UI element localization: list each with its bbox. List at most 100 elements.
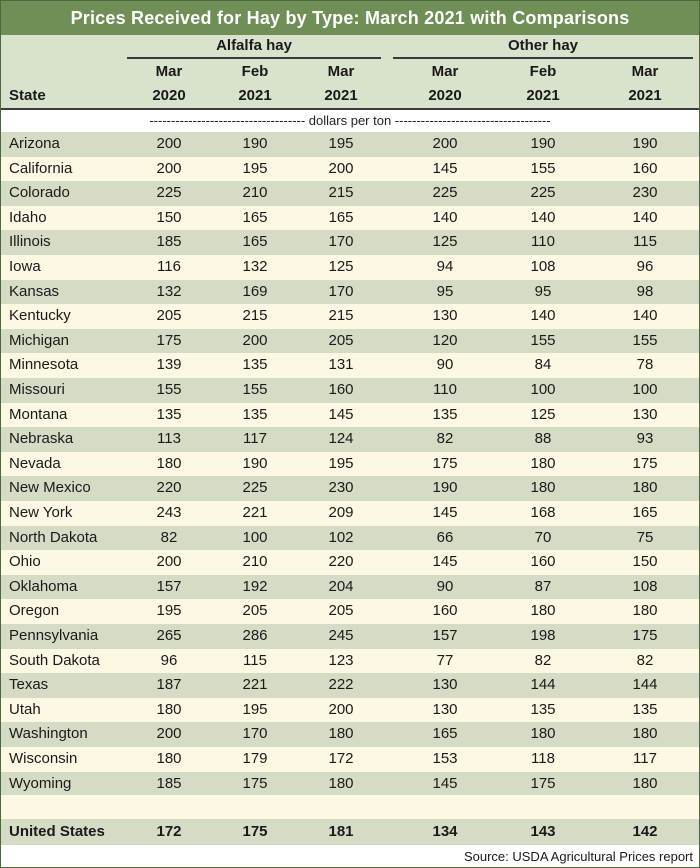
price-cell: 160 [632,159,658,177]
price-cell: 200 [328,700,354,718]
price-cell: 180 [156,454,182,472]
price-cell: 160 [530,553,556,571]
table-row: South Dakota 96 115 123 77 82 82 [1,648,699,674]
price-cell: 215 [328,184,354,202]
price-cell: 145 [432,553,458,571]
price-cell: 155 [156,381,182,398]
price-cell: 90 [436,577,454,595]
price-cell: 200 [432,135,458,152]
price-cell: 245 [328,627,354,644]
price-cell: 135 [156,405,182,423]
price-cell: 94 [436,258,454,275]
price-cell: 170 [328,282,354,300]
total-price-cell: 134 [432,823,458,840]
header-band [1,35,699,109]
price-cell: 135 [242,405,268,423]
state-cell: Michigan [9,331,70,349]
price-cell: 108 [530,258,556,275]
state-cell: Wyoming [9,774,72,792]
total-price-cell: 181 [328,823,354,840]
price-cell: 170 [242,725,268,743]
table-row: Nebraska 113 117 124 82 88 93 [1,427,699,452]
table-title: Prices Received for Hay by Type: March 2… [1,1,699,35]
price-cell: 153 [432,750,458,767]
table-row: Montana 135 135 145 135 125 130 [1,402,699,428]
table-row: Nevada 180 190 195 175 180 175 [1,451,699,477]
state-cell: Nebraska [9,430,74,448]
price-cell: 140 [530,307,556,325]
price-cell: 98 [636,282,654,300]
price-cell: 190 [242,135,268,152]
price-cell: 130 [432,700,458,718]
price-cell: 210 [242,184,268,202]
price-cell: 132 [156,282,182,300]
price-cell: 82 [636,651,654,669]
column-header-top: Feb [241,63,269,80]
table-row: New Mexico 220 225 230 190 180 180 [1,476,699,501]
price-cell: 200 [156,725,182,743]
price-cell: 215 [328,307,354,325]
price-cell: 168 [530,504,556,521]
table-row: Arizona 200 190 195 200 190 190 [1,132,699,157]
price-cell: 144 [530,676,556,694]
price-cell: 117 [243,430,267,448]
state-cell: South Dakota [9,651,100,669]
state-cell: Wisconsin [9,750,78,767]
price-cell: 82 [534,651,552,669]
total-price-cell: 172 [156,823,182,840]
price-cell: 157 [432,627,458,644]
price-cell: 215 [242,307,268,325]
price-cell: 77 [436,651,454,669]
price-cell: 225 [242,479,268,497]
price-cell: 180 [530,602,556,620]
price-cell: 82 [436,430,454,448]
price-cell: 210 [242,553,268,571]
price-cell: 165 [432,725,458,743]
price-cell: 230 [328,479,354,497]
state-cell: Nevada [9,454,61,472]
price-cell: 140 [530,208,556,226]
table-row: Oregon 195 205 205 160 180 180 [1,599,699,624]
price-cell: 170 [328,233,354,251]
price-cell: 185 [156,233,182,251]
price-cell: 100 [530,381,556,398]
price-cell: 190 [530,135,556,152]
price-cell: 195 [242,700,268,718]
column-header-bottom: 2021 [238,87,272,104]
price-cell: 78 [636,356,654,374]
price-cell: 195 [328,135,354,152]
state-cell: Oregon [9,602,60,620]
state-column-header: State [9,87,46,104]
price-cell: 155 [242,381,268,398]
price-cell: 165 [242,233,268,251]
price-cell: 70 [534,528,552,546]
total-row: United States 172 175 181 134 143 142 [1,819,699,845]
column-header-top: Mar [327,63,355,80]
state-cell: Minnesota [9,356,79,374]
price-cell: 187 [156,676,182,694]
column-header-top: Feb [529,63,557,80]
price-cell: 225 [530,184,556,202]
column-header-bottom: 2021 [526,87,560,104]
price-cell: 222 [328,676,354,694]
price-cell: 175 [632,454,658,472]
price-cell: 220 [156,479,182,497]
price-cell: 140 [432,208,458,226]
table-row: Wisconsin 180 179 172 153 118 117 [1,747,699,772]
price-cell: 131 [328,356,354,374]
price-cell: 180 [632,774,658,792]
price-cell: 192 [242,577,268,595]
price-cell: 116 [157,258,181,275]
price-cell: 200 [242,331,268,349]
source-note: Source: USDA Agricultural Prices report [463,849,693,864]
price-cell: 190 [632,135,658,152]
price-cell: 96 [636,258,654,275]
price-cell: 96 [160,651,178,669]
price-cell: 132 [242,258,268,275]
price-cell: 100 [632,381,658,398]
state-cell: Arizona [9,135,60,152]
state-cell: Texas [9,676,49,694]
table-row: Minnesota 139 135 131 90 84 78 [1,353,699,378]
price-cell: 180 [328,774,354,792]
